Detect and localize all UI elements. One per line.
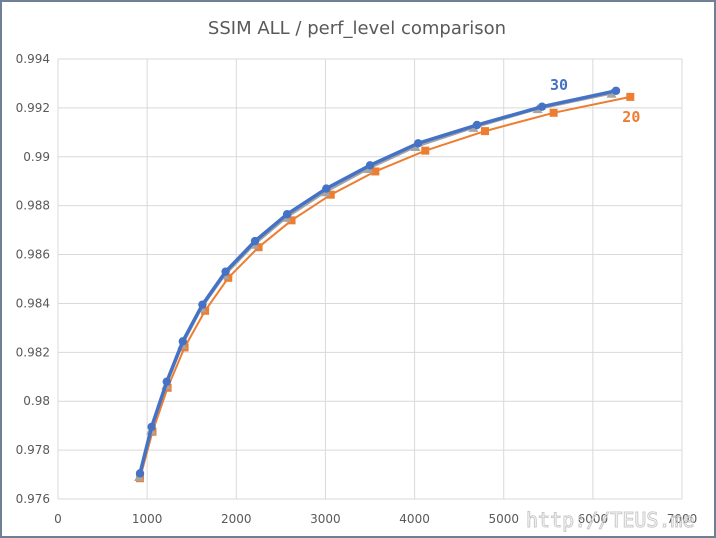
series-line: [138, 89, 617, 474]
data-point: [413, 139, 423, 148]
data-point: [371, 167, 380, 176]
y-tick-label: 0.986: [16, 248, 50, 262]
data-point: [472, 120, 482, 130]
y-tick-label: 0.978: [16, 443, 50, 457]
x-tick-label: 6000: [578, 512, 609, 526]
series-labels: 30 20: [550, 76, 640, 126]
series-label-20: 20: [622, 108, 640, 126]
data-point: [626, 92, 635, 101]
data-point: [421, 146, 430, 155]
x-tick-label: 0: [54, 512, 62, 526]
x-tick-label: 1000: [132, 512, 163, 526]
y-tick-label: 0.99: [23, 150, 50, 164]
data-point: [326, 190, 335, 199]
y-tick-label: 0.98: [23, 394, 50, 408]
data-point: [250, 236, 260, 246]
data-point: [198, 300, 207, 309]
data-point: [162, 377, 171, 386]
series-20: [136, 92, 635, 483]
y-tick-label: 0.976: [16, 492, 50, 506]
x-tick-label: 4000: [399, 512, 430, 526]
data-point: [549, 108, 558, 117]
data-point: [611, 86, 621, 95]
data-point: [221, 267, 230, 276]
x-tick-label: 3000: [310, 512, 341, 526]
x-tick-label: 2000: [221, 512, 252, 526]
x-tick-label: 7000: [667, 512, 698, 526]
data-point: [135, 469, 145, 478]
data-point: [537, 102, 547, 111]
series-layer: [134, 86, 635, 483]
data-point: [147, 422, 156, 432]
series-30: [135, 86, 621, 478]
y-tick-label: 0.994: [16, 52, 50, 66]
axes: 0.976 0.978 0.98 0.982 0.984 0.986 0.988 0.99 0.…: [16, 52, 698, 526]
watermark: http://TEUS.me: [526, 508, 695, 532]
data-point: [178, 337, 187, 346]
data-point: [365, 161, 375, 170]
series-line: [138, 92, 612, 478]
y-tick-label: 0.982: [16, 345, 50, 359]
data-point: [322, 184, 331, 193]
data-point: [282, 210, 292, 219]
x-tick-label: 5000: [488, 512, 519, 526]
data-point: [254, 243, 263, 252]
series-label-30: 30: [550, 76, 568, 94]
data-point: [480, 127, 489, 136]
grid: [57, 58, 683, 500]
y-tick-label: 0.992: [16, 101, 50, 115]
y-tick-label: 0.988: [16, 199, 50, 213]
y-tick-label: 0.984: [16, 296, 50, 310]
series-unlabeled: [134, 88, 617, 481]
data-point: [287, 216, 296, 225]
chart-title: SSIM ALL / perf_level comparison: [208, 18, 506, 39]
